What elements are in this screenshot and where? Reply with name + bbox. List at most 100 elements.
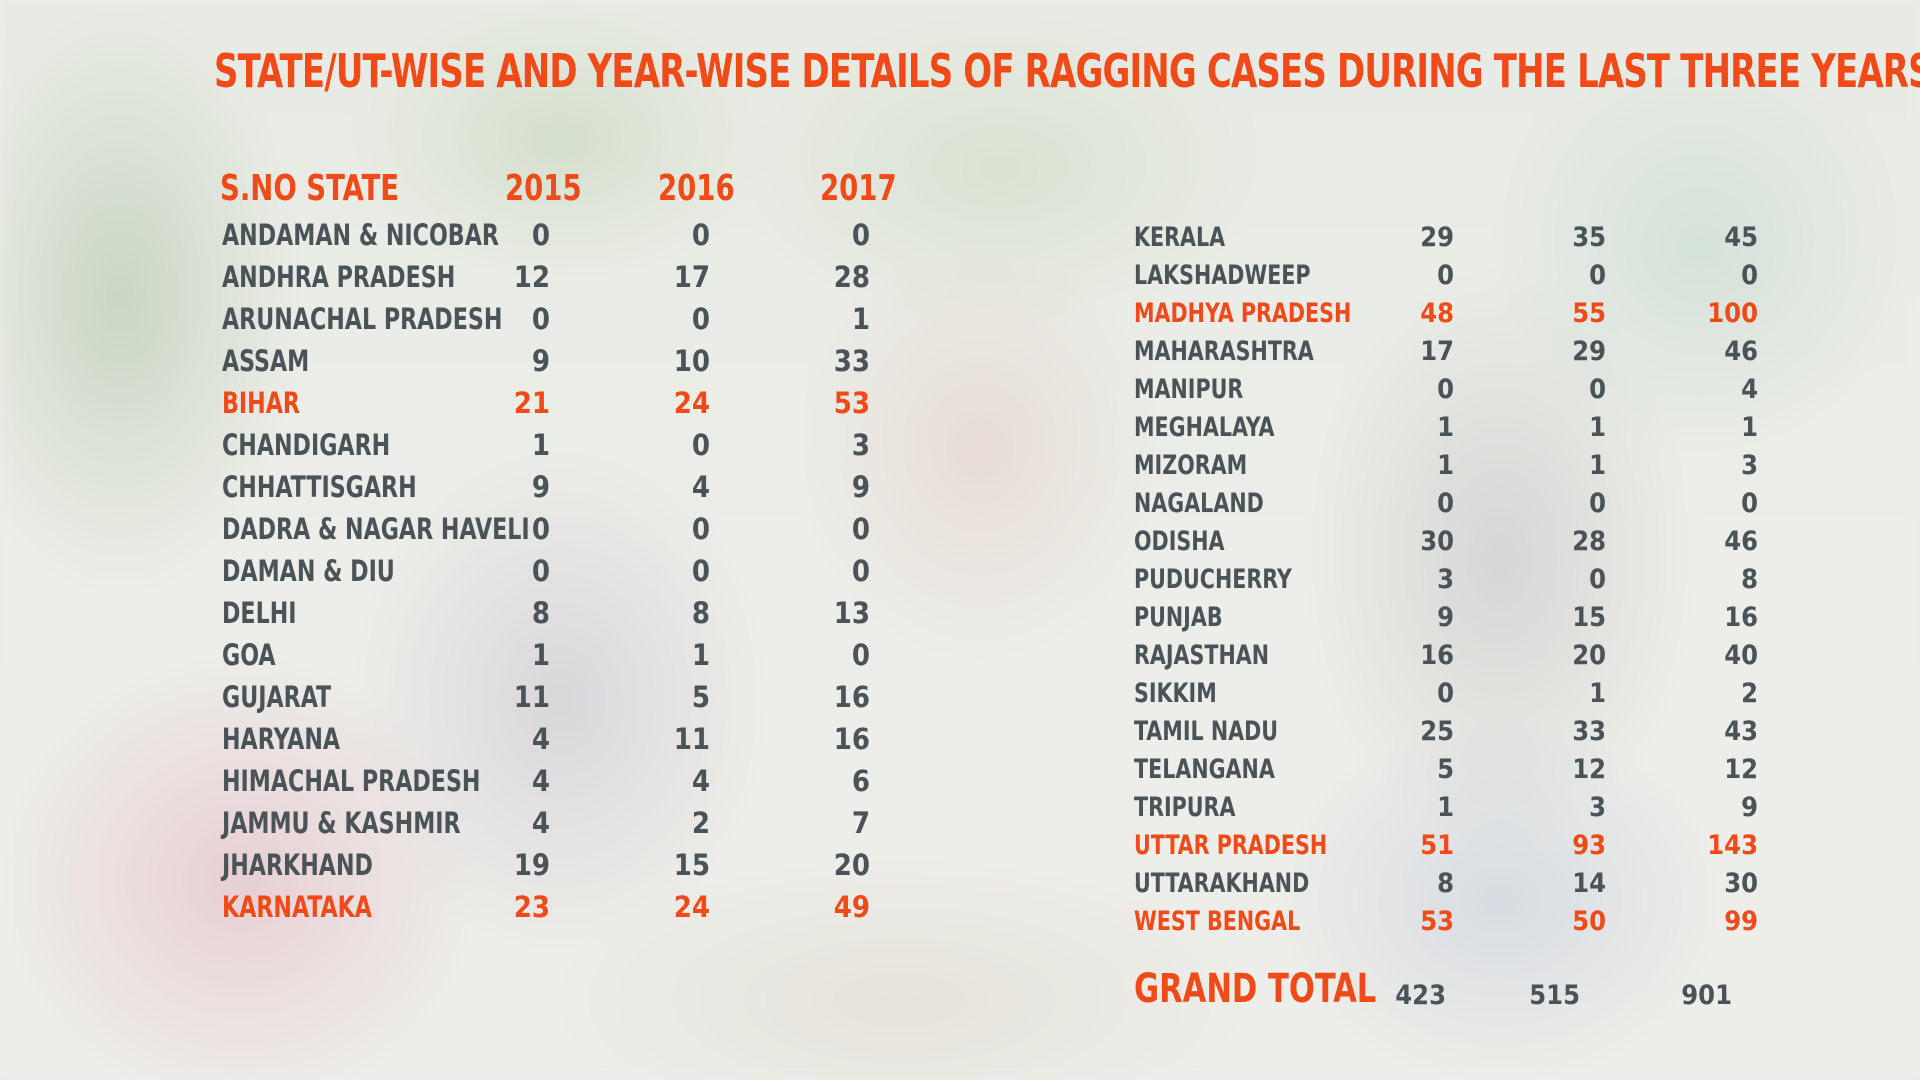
- state-name: PUDUCHERRY: [1134, 564, 1292, 595]
- cell-2017: 0: [851, 554, 870, 588]
- header-2016: 2016: [658, 168, 735, 209]
- cell-2016: 1: [691, 638, 710, 672]
- state-name: ANDAMAN & NICOBAR: [222, 218, 499, 252]
- cell-2016: 14: [1572, 868, 1606, 899]
- cell-2015: 1: [1437, 792, 1454, 823]
- cell-2017: 0: [1741, 488, 1758, 519]
- state-name: RAJASTHAN: [1134, 640, 1270, 671]
- cell-2016: 29: [1572, 336, 1606, 367]
- cell-2016: 4: [691, 470, 710, 504]
- cell-2015: 51: [1420, 830, 1454, 861]
- cell-2015: 53: [1420, 906, 1454, 937]
- grand-total-2015: 423: [1395, 980, 1446, 1011]
- cell-2015: 1: [531, 638, 550, 672]
- state-name: CHHATTISGARH: [222, 470, 417, 504]
- state-name: MAHARASHTRA: [1134, 336, 1314, 367]
- cell-2016: 24: [673, 386, 710, 420]
- cell-2015: 4: [531, 722, 550, 756]
- cell-2015: 0: [1437, 260, 1454, 291]
- state-name: ASSAM: [222, 344, 310, 378]
- cell-2015: 17: [1420, 336, 1454, 367]
- cell-2017: 33: [833, 344, 870, 378]
- grand-total-label: GRAND TOTAL: [1134, 966, 1377, 1012]
- state-name: PUNJAB: [1134, 602, 1223, 633]
- cell-2015: 8: [1437, 868, 1454, 899]
- cell-2016: 1: [1589, 678, 1606, 709]
- state-name: WEST BENGAL: [1134, 906, 1301, 937]
- cell-2016: 0: [1589, 564, 1606, 595]
- cell-2017: 0: [851, 218, 870, 252]
- cell-2015: 9: [531, 470, 550, 504]
- cell-2016: 20: [1572, 640, 1606, 671]
- cell-2017: 3: [1741, 450, 1758, 481]
- cell-2015: 0: [531, 554, 550, 588]
- cell-2016: 1: [1589, 450, 1606, 481]
- cell-2017: 12: [1724, 754, 1758, 785]
- state-name: DELHI: [222, 596, 297, 630]
- cell-2017: 99: [1724, 906, 1758, 937]
- state-name: JHARKHAND: [222, 848, 373, 882]
- state-name: MADHYA PRADESH: [1134, 298, 1352, 329]
- state-name: ARUNACHAL PRADESH: [222, 302, 503, 336]
- cell-2015: 9: [531, 344, 550, 378]
- cell-2015: 0: [1437, 678, 1454, 709]
- cell-2017: 49: [833, 890, 870, 924]
- cell-2016: 3: [1589, 792, 1606, 823]
- cell-2016: 15: [673, 848, 710, 882]
- cell-2015: 4: [531, 806, 550, 840]
- cell-2017: 7: [851, 806, 870, 840]
- cell-2017: 4: [1741, 374, 1758, 405]
- cell-2017: 8: [1741, 564, 1758, 595]
- cell-2015: 9: [1437, 602, 1454, 633]
- cell-2017: 45: [1724, 222, 1758, 253]
- cell-2017: 0: [851, 638, 870, 672]
- cell-2017: 1: [1741, 412, 1758, 443]
- state-name: HIMACHAL PRADESH: [222, 764, 481, 798]
- state-name: DAMAN & DIU: [222, 554, 395, 588]
- cell-2017: 9: [851, 470, 870, 504]
- state-name: LAKSHADWEEP: [1134, 260, 1311, 291]
- cell-2015: 0: [531, 302, 550, 336]
- cell-2016: 0: [691, 554, 710, 588]
- cell-2017: 30: [1724, 868, 1758, 899]
- cell-2016: 0: [1589, 488, 1606, 519]
- state-name: CHANDIGARH: [222, 428, 391, 462]
- state-name: ODISHA: [1134, 526, 1225, 557]
- cell-2015: 0: [1437, 488, 1454, 519]
- cell-2015: 3: [1437, 564, 1454, 595]
- cell-2017: 100: [1707, 298, 1758, 329]
- cell-2017: 2: [1741, 678, 1758, 709]
- state-name: JAMMU & KASHMIR: [222, 806, 461, 840]
- cell-2015: 1: [1437, 450, 1454, 481]
- cell-2015: 48: [1420, 298, 1454, 329]
- header-2015: 2015: [505, 168, 582, 209]
- grand-total-2017: 901: [1681, 980, 1732, 1011]
- cell-2016: 0: [691, 302, 710, 336]
- cell-2015: 4: [531, 764, 550, 798]
- cell-2015: 23: [513, 890, 550, 924]
- cell-2017: 20: [833, 848, 870, 882]
- cell-2016: 0: [691, 428, 710, 462]
- cell-2015: 0: [531, 218, 550, 252]
- cell-2016: 8: [691, 596, 710, 630]
- state-name: ANDHRA PRADESH: [222, 260, 456, 294]
- state-name: BIHAR: [222, 386, 300, 420]
- state-name: GOA: [222, 638, 276, 672]
- cell-2015: 0: [1437, 374, 1454, 405]
- cell-2017: 28: [833, 260, 870, 294]
- cell-2015: 0: [531, 512, 550, 546]
- cell-2015: 19: [513, 848, 550, 882]
- cell-2016: 17: [673, 260, 710, 294]
- cell-2017: 16: [1724, 602, 1758, 633]
- cell-2017: 43: [1724, 716, 1758, 747]
- cell-2017: 46: [1724, 526, 1758, 557]
- cell-2015: 16: [1420, 640, 1454, 671]
- cell-2017: 1: [851, 302, 870, 336]
- cell-2016: 0: [691, 512, 710, 546]
- cell-2016: 2: [691, 806, 710, 840]
- cell-2015: 1: [1437, 412, 1454, 443]
- cell-2016: 10: [673, 344, 710, 378]
- state-name: MIZORAM: [1134, 450, 1248, 481]
- state-name: MANIPUR: [1134, 374, 1244, 405]
